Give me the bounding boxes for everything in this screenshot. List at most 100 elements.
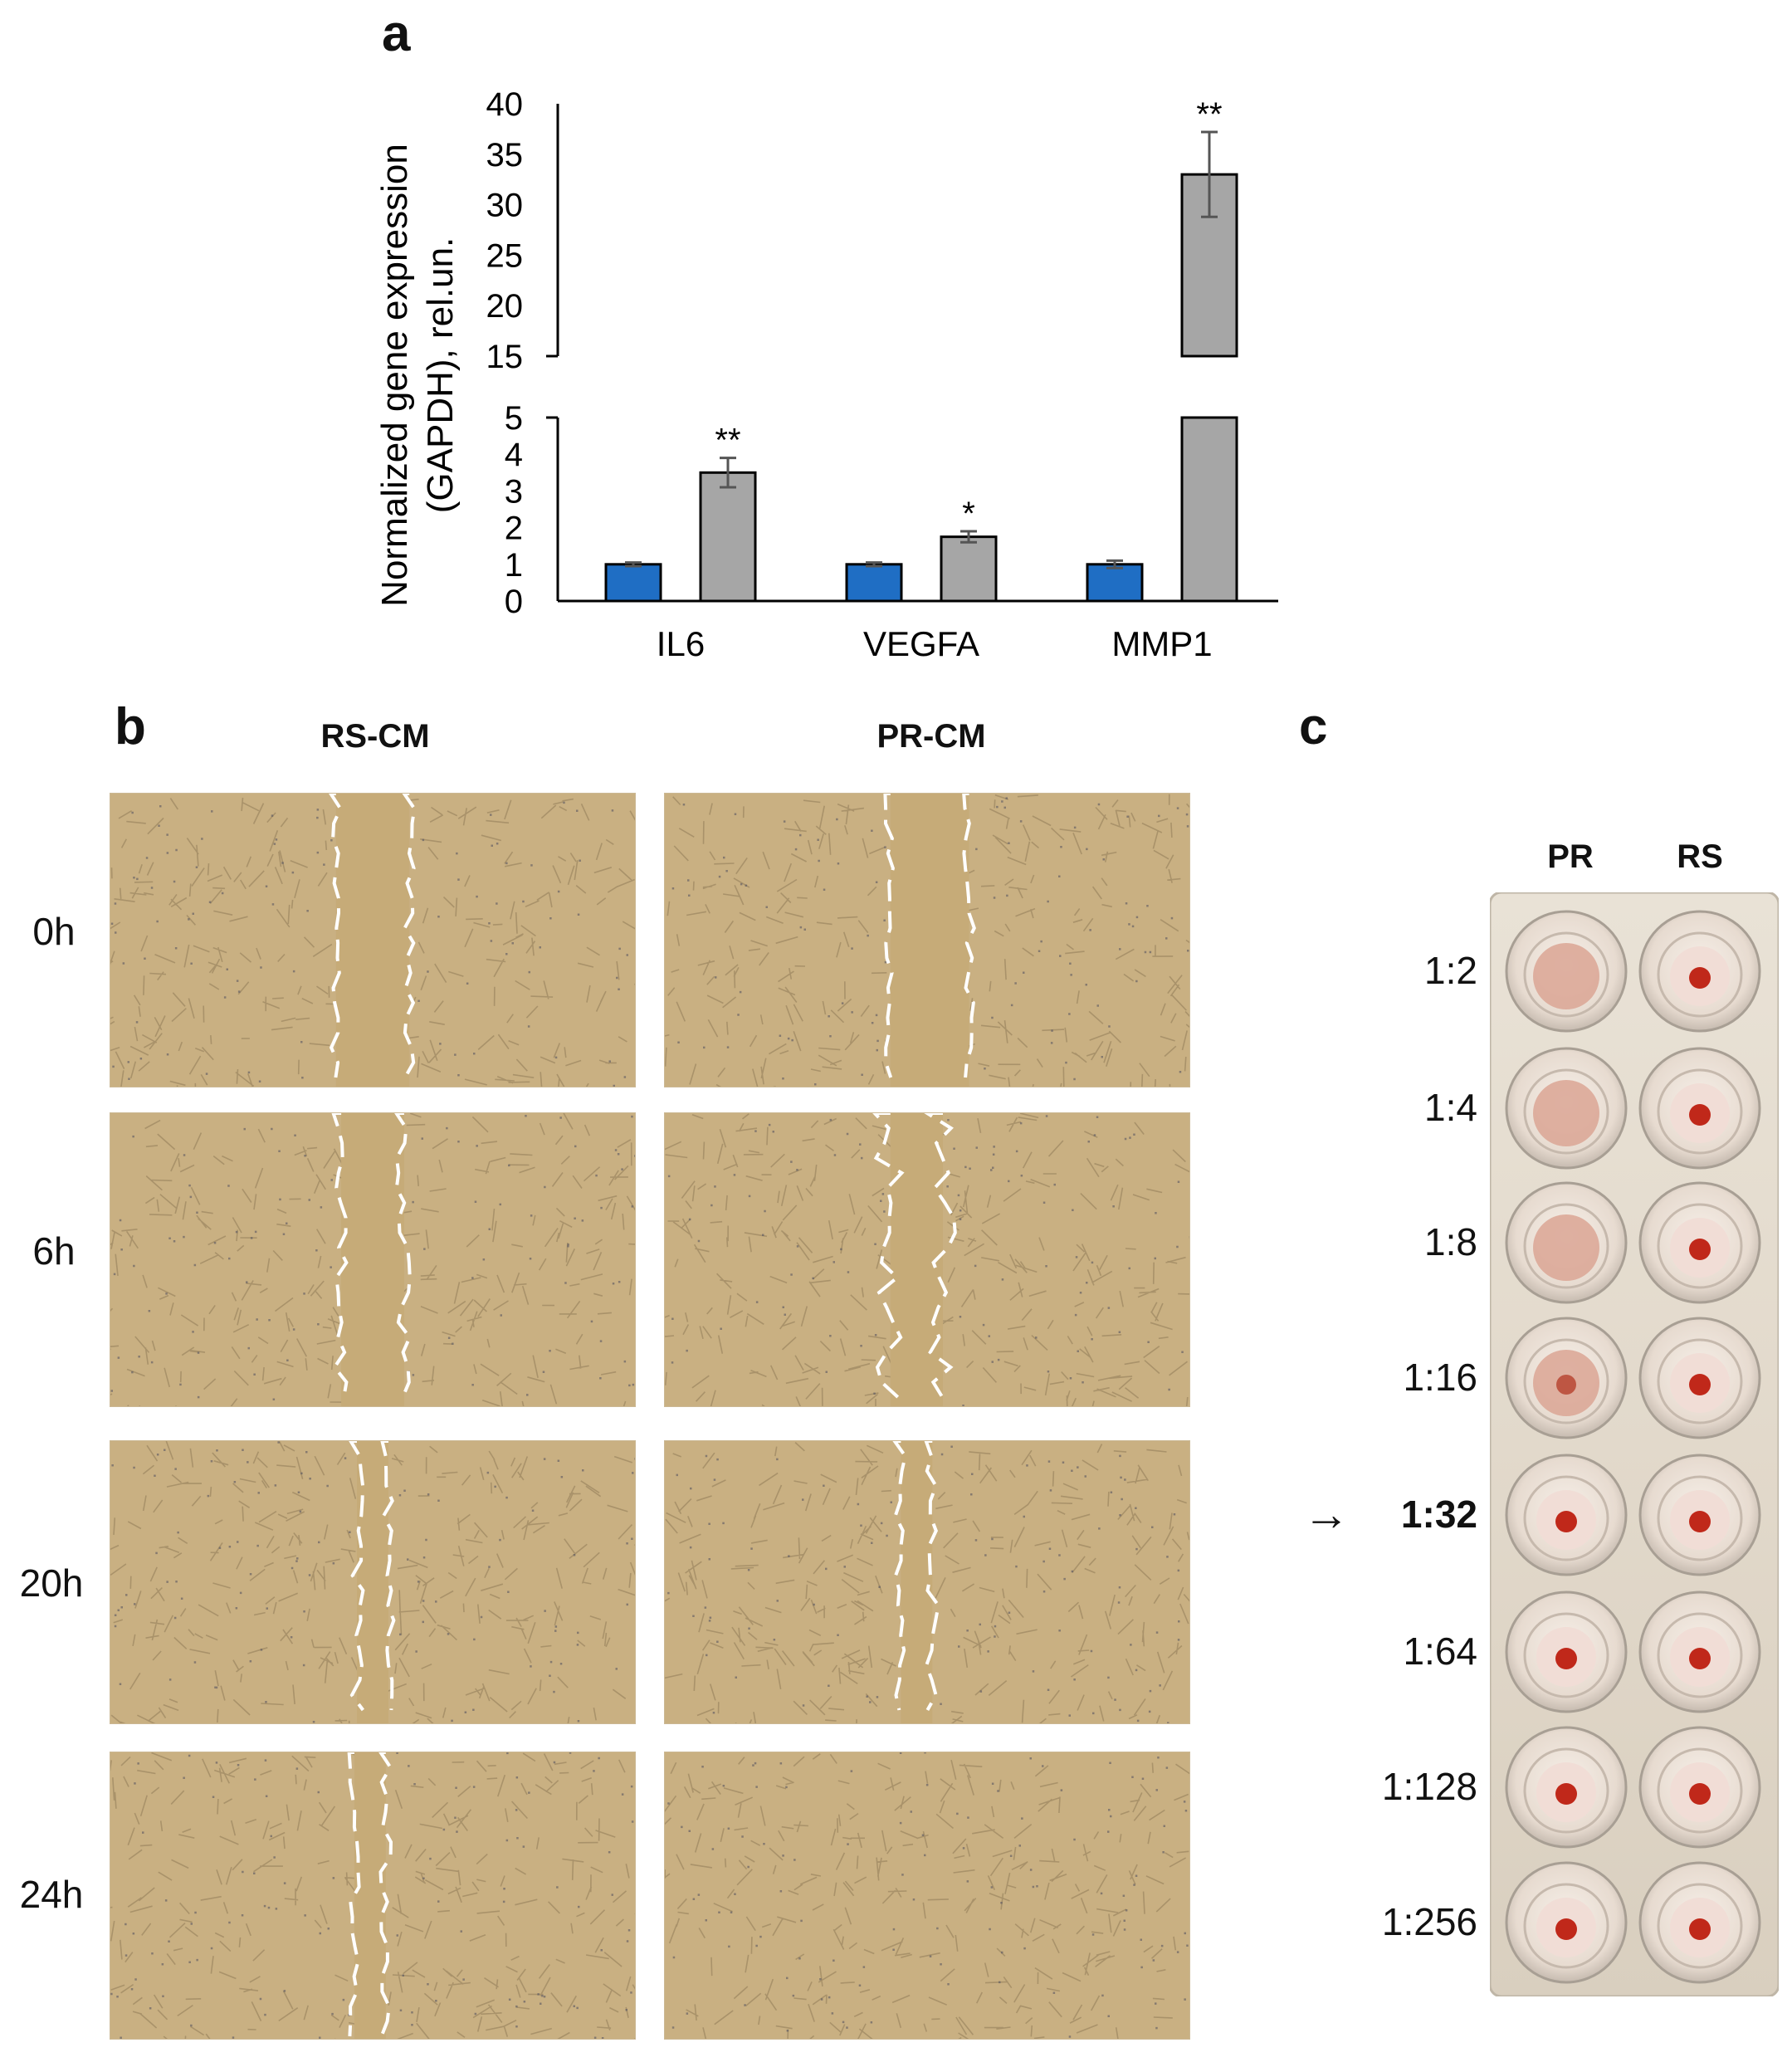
well (1505, 1317, 1628, 1439)
rbc-button (1689, 1104, 1711, 1126)
gap-edge-left (331, 1113, 349, 1398)
micrograph-pr-cm-0h (664, 793, 1190, 1087)
gap-edge-right (962, 794, 976, 1078)
bar (1086, 563, 1144, 603)
partial-button (1556, 1375, 1576, 1395)
dilution-label: 1:4 (1424, 1086, 1477, 1129)
well (1505, 1726, 1628, 1849)
significance-marker: ** (715, 423, 740, 459)
y-tick-label: 2 (505, 511, 523, 547)
x-tick-label: IL6 (657, 624, 705, 663)
micrograph-pr-cm-20h (664, 1440, 1190, 1724)
micrograph-image (110, 1441, 635, 1723)
y-tick-label: 1 (505, 547, 523, 584)
significance-marker: ** (1196, 96, 1222, 133)
rbc-button (1689, 1374, 1711, 1395)
bar-lower-segment (1180, 416, 1238, 603)
y-tick-label: 5 (505, 400, 523, 437)
cell-nuclei (110, 801, 628, 1087)
cell-texture (665, 1113, 1189, 1406)
well-inner-ring (1523, 931, 1609, 1018)
well (1505, 1591, 1628, 1713)
cell-texture (110, 1113, 635, 1406)
row-label-0h: 0h (32, 910, 76, 953)
panel-label-a: a (382, 5, 411, 62)
well-inner-ring (1523, 1747, 1609, 1834)
well (1638, 1861, 1761, 1984)
agglutination-mat (1533, 1080, 1599, 1146)
gap-edge-left (349, 1441, 365, 1712)
gap-edge-right (924, 1113, 957, 1399)
y-tick-label: 40 (486, 86, 524, 123)
scratch-gap (357, 1441, 388, 1723)
cell-nuclei (667, 1115, 1189, 1406)
rbc-button (1689, 967, 1711, 989)
scratch-gap (335, 794, 410, 1087)
well-inner-ring (1523, 1068, 1609, 1155)
gap-edge-left (329, 794, 343, 1078)
rbc-button (1689, 1783, 1711, 1805)
gap-edge-left (347, 1752, 361, 2037)
y-tick-label: 25 (486, 237, 524, 274)
y-axis-title: Normalized gene expression (GAPDH), rel.… (374, 144, 461, 607)
x-tick-label: VEGFA (863, 624, 979, 663)
row-label-6h: 6h (32, 1229, 76, 1273)
bar (940, 535, 998, 603)
cell-nuclei (667, 1752, 1189, 2038)
rbc-button (1689, 1648, 1711, 1669)
well-inner-ring (1657, 1203, 1743, 1289)
y-tick-label: 30 (486, 188, 524, 224)
gap-edge-right (380, 1441, 396, 1711)
gap-edge-right (378, 1752, 393, 2037)
cell-nuclei (110, 1115, 635, 1400)
well-inner-ring (1657, 1747, 1743, 1834)
cell-background (665, 1752, 1189, 2039)
well (1505, 1047, 1628, 1170)
y-tick-label: 20 (486, 288, 524, 325)
y-tick-label: 35 (486, 137, 524, 173)
gap-edge-left (883, 794, 895, 1078)
y-axis-title-line-2: (GAPDH), rel.un. (420, 237, 461, 514)
y-tick-label: 3 (505, 473, 523, 510)
rbc-button (1689, 1918, 1711, 1940)
gene-expression-chart: Normalized gene expression (GAPDH), rel.… (374, 86, 1278, 663)
highlight-arrow-icon: → (1303, 1488, 1350, 1540)
scratch-gap (901, 1441, 933, 1723)
well (1505, 1454, 1628, 1576)
scratch-gap (354, 1752, 386, 2039)
y-tick-label: 0 (505, 584, 523, 620)
micrograph-pr-cm-24h (664, 1752, 1190, 2040)
well (1505, 1181, 1628, 1304)
y-tick-label: 4 (505, 437, 523, 473)
scratch-gap (890, 794, 969, 1087)
micrograph-pr-cm-6h (664, 1112, 1190, 1407)
well (1638, 1181, 1761, 1304)
dilution-label: 1:32 (1400, 1493, 1477, 1536)
cell-nuclei (110, 1752, 634, 2039)
row-label-24h: 24h (19, 1873, 84, 1916)
cell-texture (665, 1442, 1189, 1723)
column-header-pr-cm: PR-CM (876, 718, 986, 755)
x-tick-label: MMP1 (1111, 624, 1212, 663)
cell-texture (110, 1441, 635, 1723)
well (1638, 1047, 1761, 1170)
micrograph-image (110, 794, 635, 1087)
well-inner-ring (1657, 1883, 1743, 1969)
cell-nuclei (671, 797, 1189, 1086)
well-inner-ring (1523, 1883, 1609, 1969)
microtiter-plate-photo (1490, 892, 1779, 1996)
rbc-button (1555, 1783, 1577, 1805)
well (1638, 1591, 1761, 1713)
micrograph-image (665, 1113, 1189, 1406)
micrograph-rs-cm-24h (110, 1752, 636, 2040)
column-header-rs-cm: RS-CM (320, 718, 430, 755)
y-tick-label: 15 (486, 339, 524, 375)
dilution-label: 1:256 (1381, 1900, 1477, 1943)
rbc-button (1689, 1239, 1711, 1260)
agglutination-mat (1533, 943, 1599, 1009)
bar (604, 563, 662, 603)
well-inner-ring (1523, 1612, 1609, 1698)
micrograph-image (110, 1113, 635, 1406)
rbc-button (1689, 1511, 1711, 1532)
micrograph-rs-cm-6h (110, 1112, 636, 1407)
